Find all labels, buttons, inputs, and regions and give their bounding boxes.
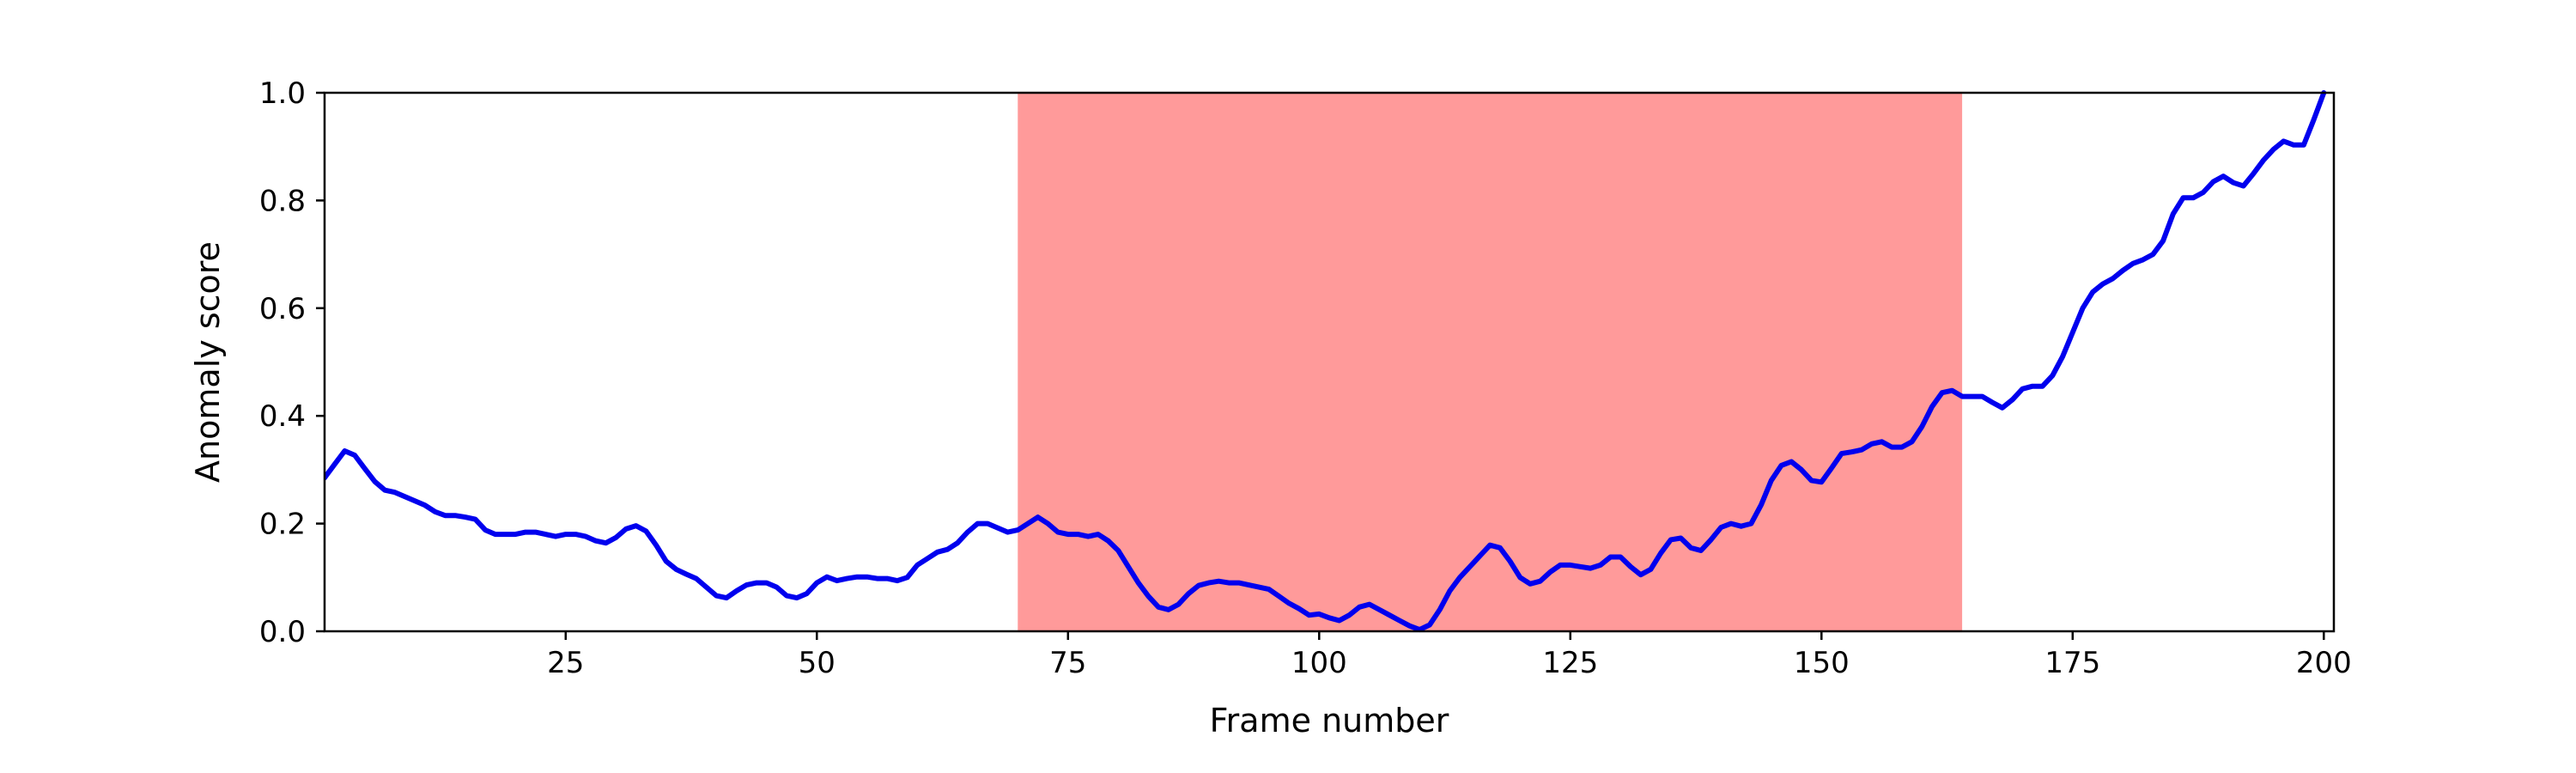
y-tick-label: 0.4	[259, 399, 306, 434]
x-axis-label: Frame number	[1210, 702, 1449, 740]
x-tick-label: 50	[799, 646, 835, 680]
y-tick-label: 0.6	[259, 292, 306, 326]
y-tick-label: 0.0	[259, 615, 306, 649]
x-tick-label: 125	[1542, 646, 1598, 680]
x-tick-label: 25	[547, 646, 584, 680]
y-tick-label: 0.2	[259, 508, 306, 542]
y-axis-label: Anomaly score	[189, 241, 227, 483]
x-tick-label: 175	[2044, 646, 2100, 680]
series-layer	[325, 90, 2327, 633]
y-tick-label: 0.8	[259, 184, 306, 218]
y-axis-ticks: 0.0 0.2 0.4 0.6 0.8 1.0	[259, 76, 325, 649]
y-tick-label: 1.0	[259, 76, 306, 111]
anomaly-highlight-region	[1018, 93, 1963, 631]
x-tick-label: 75	[1049, 646, 1086, 680]
anomaly-score-line	[325, 90, 2327, 633]
x-axis-ticks: 25 50 75 100 125 150 175 200	[547, 631, 2352, 680]
x-tick-label: 150	[1794, 646, 1850, 680]
plot-frame	[323, 91, 2336, 633]
x-tick-label: 100	[1291, 646, 1347, 680]
x-tick-label: 200	[2296, 646, 2352, 680]
